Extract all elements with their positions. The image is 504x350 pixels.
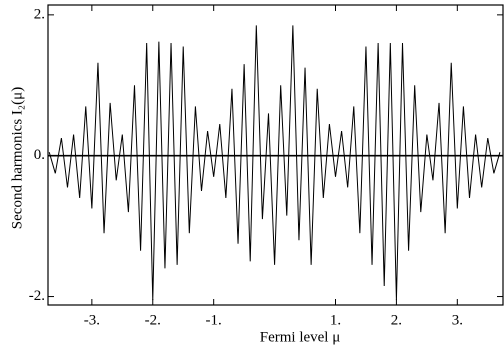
y-tick-label: 2.	[34, 6, 45, 22]
y-tick-label: -2.	[29, 288, 45, 304]
y-axis-label: Second harmonics I₂(μ)	[9, 87, 25, 229]
x-tick-label: 3.	[452, 312, 463, 328]
x-tick-label: -1.	[206, 312, 222, 328]
x-tick-label: 2.	[391, 312, 402, 328]
x-tick-label: -3.	[84, 312, 100, 328]
x-tick-label: -2.	[145, 312, 161, 328]
y-tick-label: 0.	[34, 147, 45, 163]
x-tick-label: 1.	[330, 312, 341, 328]
data-line	[48, 25, 501, 301]
x-axis-label: Fermi level μ	[260, 329, 341, 345]
